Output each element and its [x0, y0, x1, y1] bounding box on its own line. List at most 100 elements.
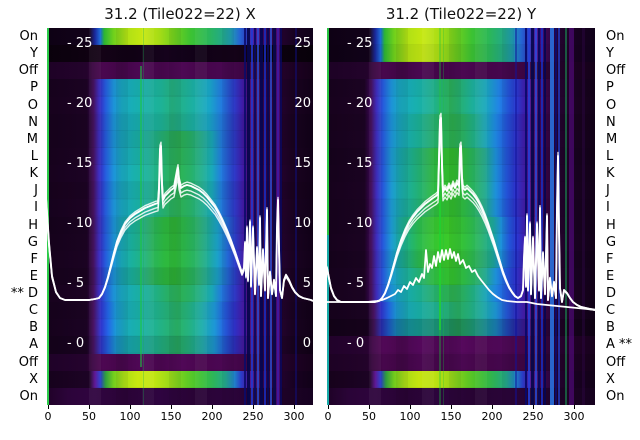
x-tick-mark: [253, 405, 255, 409]
y-tick-label-right-edge: 25: [294, 36, 311, 51]
row-label-left-off-2: Off: [18, 63, 38, 79]
rfi-stripe: [541, 28, 543, 405]
x-tick-mark: [294, 405, 296, 409]
rfi-stripe: [254, 28, 256, 405]
rfi-stripe: [247, 28, 250, 405]
row-label-right-on-21: On: [606, 388, 625, 404]
x-tick-mark: [533, 405, 535, 409]
left-panel-title: 31.2 (Tile022=22) X: [104, 5, 256, 23]
rfi-stripe: [528, 28, 530, 405]
row-label-right-g-12: G: [606, 234, 617, 250]
x-tick-label: 100: [119, 410, 141, 423]
row-label-left-i-10: I: [34, 200, 38, 216]
row-label-right-b-17: B: [606, 320, 615, 336]
row-label-right-o-4: O: [606, 97, 617, 113]
x-tick-mark: [48, 405, 50, 409]
heatmap-row: [47, 113, 313, 132]
x-tick-mark: [89, 405, 91, 409]
x-tick-label: 0: [44, 410, 52, 423]
heatmap-block-texture: [89, 28, 283, 405]
y-tick-label-right-edge: 10: [294, 216, 311, 231]
x-tick-mark: [328, 405, 330, 409]
spectrum-bundle: [324, 112, 596, 311]
row-label-left-e-14: E: [29, 268, 38, 284]
heatmap-row: [47, 45, 313, 63]
spectrum-bundle: [42, 123, 314, 302]
row-label-right-n-5: N: [606, 114, 616, 130]
y-tick-label-inner: - 15: [67, 156, 93, 171]
x-tick-label: 150: [160, 410, 182, 423]
row-label-left-p-3: P: [30, 80, 38, 96]
heatmap-row: [47, 130, 313, 149]
heatmap-row: [47, 199, 313, 217]
row-label-left-off-19: Off: [18, 354, 38, 370]
heatmap-row: [47, 165, 313, 183]
rfi-stripe: [515, 28, 517, 405]
y-tick-label-inner: - 0: [347, 336, 365, 351]
y-tick-label-inner: - 15: [347, 156, 373, 171]
rfi-stripe: [443, 28, 444, 405]
heatmap-row: [47, 353, 313, 372]
rfi-stripe: [260, 28, 263, 405]
row-label-right-on-0: On: [606, 29, 625, 44]
y-tick-label-inner: - 20: [347, 96, 373, 111]
rfi-stripe: [535, 28, 537, 405]
y-tick-label-right-edge: 0: [302, 336, 311, 351]
row-label-left-d-15: ** D: [10, 286, 38, 302]
rfi-stripe: [270, 28, 272, 405]
row-label-left-m-6: M: [26, 131, 38, 147]
rfi-stripe: [327, 28, 329, 236]
row-label-left-f-13: F: [30, 251, 38, 267]
row-label-left-on-21: On: [19, 388, 38, 404]
heatmap-panel-x: - 25 25 - 20 20 - 15 15 - 10 10 - 5 5 - 0 0: [42, 28, 314, 406]
row-label-left-x-20: X: [29, 371, 38, 387]
row-label-left-l-7: L: [30, 148, 38, 164]
rfi-stripe: [264, 28, 266, 405]
rfi-stripe: [273, 28, 276, 405]
heatmap-row: [47, 79, 313, 98]
row-label-right-e-14: E: [606, 268, 615, 284]
heatmap-row: [47, 370, 313, 389]
x-tick-label: 50: [362, 410, 376, 423]
row-label-right-l-7: L: [606, 148, 614, 164]
row-label-right-d-15: D: [606, 286, 617, 302]
row-label-right-k-8: K: [606, 166, 615, 182]
x-tick-label: 250: [242, 410, 264, 423]
row-label-right-c-16: C: [606, 303, 616, 319]
heatmap-row: [47, 147, 313, 166]
spectrum-curves: [42, 123, 314, 302]
row-label-left-o-4: O: [27, 97, 38, 113]
x-tick-label: 0: [324, 410, 332, 423]
row-label-right-p-3: P: [606, 80, 614, 96]
rfi-stripe: [327, 235, 329, 405]
row-label-right-h-11: H: [606, 217, 616, 233]
y-tick-label-inner: - 10: [67, 216, 93, 231]
x-tick-label: 200: [201, 410, 223, 423]
row-label-left-n-5: N: [28, 114, 38, 130]
row-label-left-c-16: C: [28, 303, 38, 319]
y-tick-label-inner: - 10: [347, 216, 373, 231]
x-tick-mark: [410, 405, 412, 409]
x-tick-mark: [171, 405, 173, 409]
x-tick-label: 100: [399, 410, 421, 423]
x-tick-label: 150: [440, 410, 462, 423]
x-tick-mark: [130, 405, 132, 409]
rfi-stripe: [550, 28, 554, 405]
row-label-left-a-18: A: [29, 337, 38, 353]
row-label-right-off-2: Off: [606, 63, 626, 79]
x-tick-label: 250: [522, 410, 544, 423]
heatmap-row: [47, 285, 313, 303]
x-tick-label: 200: [481, 410, 503, 423]
rfi-stripe: [244, 28, 246, 405]
rfi-stripe: [569, 28, 574, 405]
rfi-stripe: [439, 197, 441, 330]
heatmap-row: [47, 62, 313, 80]
y-tick-label-inner: - 5: [347, 276, 365, 291]
row-label-left-g-12: G: [27, 234, 38, 250]
row-label-right-a-18: A **: [606, 337, 633, 353]
row-label-left-on-0: On: [19, 29, 38, 44]
rfi-stripe: [582, 28, 585, 405]
heatmap-row: [47, 96, 313, 115]
rfi-stripe: [295, 28, 297, 405]
